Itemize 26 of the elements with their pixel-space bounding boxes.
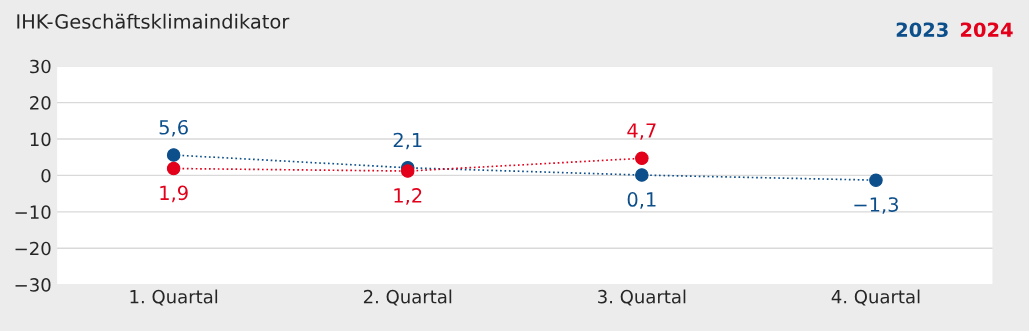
x-tick-label: 1. Quartal bbox=[130, 289, 218, 306]
data-label: 1,9 bbox=[160, 185, 188, 203]
point bbox=[635, 151, 649, 166]
y-tick-label: −30 bbox=[15, 278, 51, 292]
data-label: 5,6 bbox=[159, 119, 188, 137]
point bbox=[166, 161, 181, 176]
point bbox=[635, 168, 649, 182]
y-tick-label: −10 bbox=[15, 205, 51, 219]
data-label: 4,7 bbox=[627, 123, 656, 140]
text: 2024 bbox=[960, 22, 1013, 38]
y-tick-label: 30 bbox=[30, 59, 51, 74]
y-tick-label: 10 bbox=[30, 132, 51, 147]
x-tick-label: 2. Quartal bbox=[363, 289, 452, 306]
y-tick-label: −20 bbox=[15, 241, 51, 256]
data-label: −1,3 bbox=[854, 197, 898, 214]
point bbox=[166, 148, 181, 162]
x-tick-label: 3. Quartal bbox=[598, 289, 686, 306]
y-tick-label: 0 bbox=[41, 168, 51, 183]
data-label: 0,1 bbox=[627, 192, 656, 209]
y-tick-label: 20 bbox=[30, 96, 51, 110]
data-label: 2,1 bbox=[393, 132, 422, 150]
x-tick-label: 4. Quartal bbox=[831, 289, 920, 306]
text: 2023 bbox=[896, 22, 948, 38]
chart-title: IHK-Geschäftsklimaindikator bbox=[17, 13, 290, 29]
data-label: 1,2 bbox=[394, 188, 422, 205]
point bbox=[869, 173, 883, 187]
